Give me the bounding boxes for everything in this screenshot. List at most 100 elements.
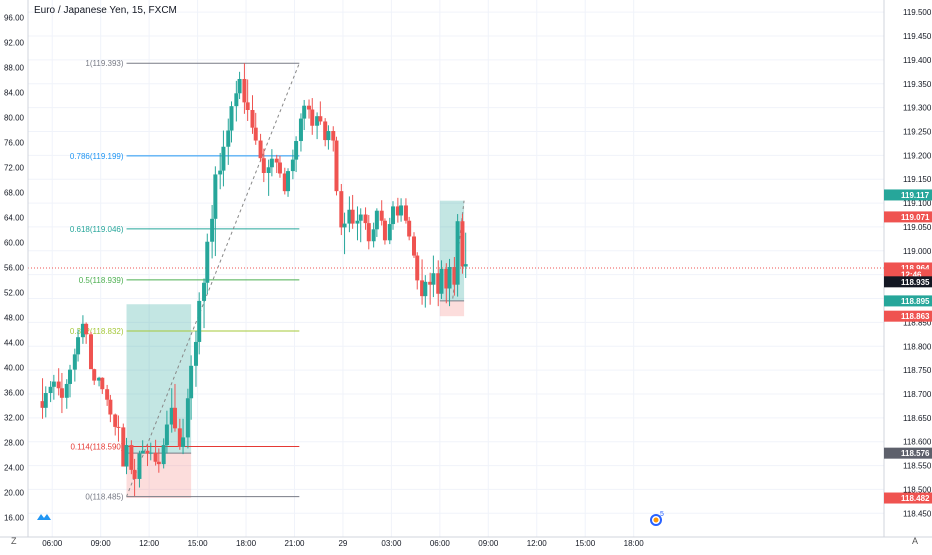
right-axis-tick-label: 119.100 (903, 199, 932, 208)
left-axis-tick-label: 40.00 (4, 364, 25, 373)
candle-body (161, 445, 166, 465)
left-axis-tick-label: 24.00 (4, 464, 25, 473)
candle-body (229, 106, 234, 131)
left-axis-tick-label: 68.00 (4, 189, 25, 198)
left-axis-tick-label: 88.00 (4, 64, 25, 73)
candle-body (258, 140, 263, 159)
price-tag-label: 118.482 (901, 494, 930, 503)
right-axis-tick-label: 118.700 (903, 390, 932, 399)
candle-body (156, 461, 161, 465)
price-tag-label: 118.863 (901, 312, 930, 321)
candle-body (407, 220, 412, 237)
candle-body (80, 323, 85, 338)
candle-body (84, 323, 89, 335)
candle-body (290, 159, 295, 172)
candle-body (193, 341, 198, 366)
left-axis-tick-label: 84.00 (4, 89, 25, 98)
candle-body (72, 354, 77, 370)
time-axis-tick-label: 06:00 (42, 539, 63, 548)
price-tag-background (884, 447, 932, 459)
candle-body (269, 158, 274, 168)
left-axis-tick-label: 32.00 (4, 414, 25, 423)
candle-body (121, 427, 126, 467)
right-axis-tick-label: 118.500 (903, 485, 932, 494)
event-count-label: 5 (660, 511, 664, 518)
candle-body (439, 268, 444, 294)
chart-title: Euro / Japanese Yen, 15, FXCM (34, 5, 177, 16)
time-axis-tick-label: 09:00 (478, 539, 499, 548)
candle-body (374, 210, 379, 230)
price-tag-label: 118.895 (901, 297, 930, 306)
candle-body (298, 118, 303, 142)
candle-body (387, 224, 392, 241)
left-axis-tick-label: 20.00 (4, 489, 25, 498)
candle-body (76, 337, 81, 355)
price-tag-label: 119.117 (901, 191, 930, 200)
candle-body (237, 78, 242, 94)
candle-body (294, 141, 299, 160)
timezone-corner-label[interactable]: Z (11, 536, 17, 546)
candle-body (64, 383, 69, 398)
price-tag-background (884, 269, 932, 281)
candle-body (355, 220, 360, 224)
candle-body (164, 424, 169, 446)
left-axis-tick-label: 52.00 (4, 289, 25, 298)
candle-body (250, 110, 255, 128)
candle-body (253, 127, 258, 141)
candle-body (452, 267, 457, 285)
candle-body (148, 452, 153, 454)
price-tag-label: 118.576 (901, 449, 930, 458)
candle-body (100, 377, 105, 390)
candle-body (420, 280, 425, 297)
earnings-event-dot (653, 517, 659, 523)
right-axis-tick-label: 119.500 (903, 8, 932, 17)
candle-body (342, 223, 347, 228)
candle-body (371, 229, 376, 242)
price-tag-background (884, 310, 932, 322)
candle-body (463, 264, 468, 267)
candle-body (218, 170, 223, 175)
candle-body (423, 281, 428, 297)
price-tag-label: 12:46 (901, 271, 922, 280)
time-axis-tick-label: 12:00 (527, 539, 548, 548)
left-axis-tick-label: 28.00 (4, 439, 25, 448)
right-axis-tick-label: 119.000 (903, 247, 932, 256)
candle-body (226, 130, 231, 147)
time-axis-tick-label: 12:00 (139, 539, 160, 548)
left-axis-tick-label: 44.00 (4, 339, 25, 348)
right-axis-tick-label: 119.450 (903, 32, 932, 41)
fib-level-label: 0.5(118.939) (79, 276, 124, 285)
candle-body (59, 388, 64, 398)
candle-body (436, 273, 441, 294)
candle-body (286, 171, 291, 192)
left-axis-tick-label: 76.00 (4, 139, 25, 148)
time-axis-tick-label: 18:00 (624, 539, 645, 548)
candle-body (43, 393, 48, 408)
candle-body (363, 214, 368, 224)
right-axis-tick-label: 118.600 (903, 438, 932, 447)
candle-body (274, 158, 279, 163)
candle-body (213, 174, 218, 219)
fib-level-label: 0.114(118.590) (70, 442, 123, 451)
candle-body (169, 407, 174, 425)
candle-body (202, 282, 207, 301)
fib-level-label: 1(119.393) (85, 59, 123, 68)
candle-body (326, 131, 331, 141)
candle-body (51, 381, 56, 387)
position-loss-zone (439, 300, 465, 317)
right-axis-tick-label: 119.250 (903, 127, 932, 136)
auto-scale-toggle[interactable]: A (912, 536, 919, 546)
right-axis-tick-label: 118.800 (903, 342, 932, 351)
price-tag-label: 118.935 (901, 278, 930, 287)
candle-body (177, 428, 182, 447)
candle-body (412, 236, 417, 256)
candle-body (92, 369, 97, 381)
earnings-event-icon (650, 514, 662, 526)
left-axis-tick-label: 16.00 (4, 514, 25, 523)
candle-body (460, 221, 465, 267)
candle-body (403, 205, 408, 221)
candle-body (140, 450, 145, 454)
left-axis-tick-label: 56.00 (4, 264, 25, 273)
